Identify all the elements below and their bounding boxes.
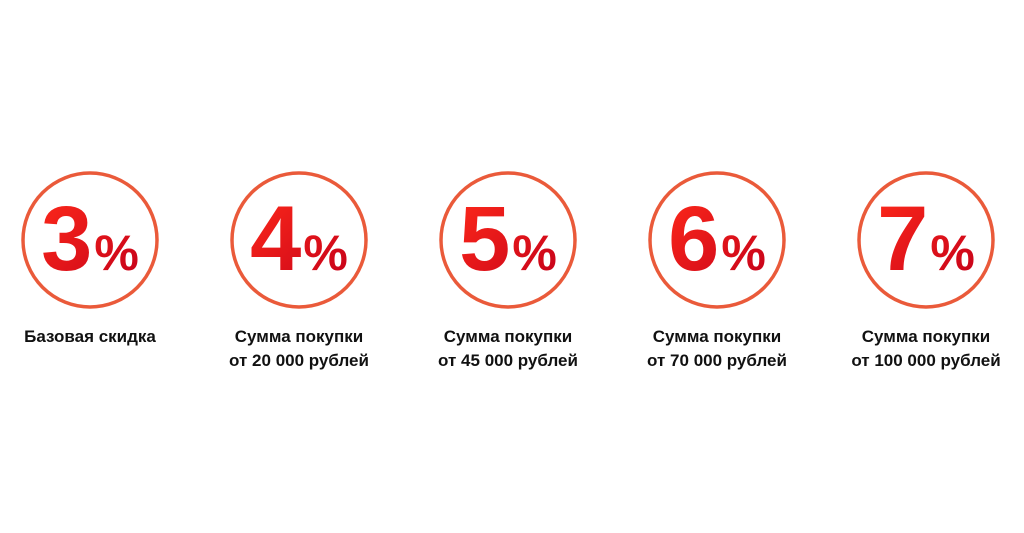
discount-number: 4 bbox=[250, 188, 301, 290]
discount-item: 7% Сумма покупки от 100 000 рублей bbox=[851, 171, 1001, 370]
badge-circle bbox=[21, 171, 159, 309]
discount-value: 5% bbox=[459, 188, 557, 290]
percent-sign: % bbox=[721, 225, 765, 281]
caption-line: Базовая скидка bbox=[24, 327, 156, 346]
percent-sign: % bbox=[94, 225, 138, 281]
caption-line: от 70 000 рублей bbox=[647, 351, 787, 370]
discount-value: 6% bbox=[668, 188, 766, 290]
caption-line: Сумма покупки bbox=[235, 327, 363, 346]
caption-line: Сумма покупки bbox=[653, 327, 781, 346]
caption-line: Сумма покупки bbox=[444, 327, 572, 346]
caption-line: от 20 000 рублей bbox=[229, 351, 369, 370]
badge-circle bbox=[439, 171, 577, 309]
percent-sign: % bbox=[512, 225, 556, 281]
discount-item: 3% Базовая скидка bbox=[21, 171, 159, 346]
discount-item: 6% Сумма покупки от 70 000 рублей bbox=[647, 171, 787, 370]
badge-circle bbox=[857, 171, 995, 309]
discount-number: 6 bbox=[668, 188, 719, 290]
percent-sign: % bbox=[303, 225, 347, 281]
caption-line: от 100 000 рублей bbox=[851, 351, 1000, 370]
discount-number: 7 bbox=[877, 188, 928, 290]
discount-value: 4% bbox=[250, 188, 348, 290]
discount-number: 3 bbox=[41, 188, 92, 290]
badge-circle bbox=[230, 171, 368, 309]
discount-item: 4% Сумма покупки от 20 000 рублей bbox=[229, 171, 369, 370]
discount-item: 5% Сумма покупки от 45 000 рублей bbox=[438, 171, 578, 370]
discount-value: 7% bbox=[877, 188, 975, 290]
discount-value: 3% bbox=[41, 188, 139, 290]
discount-number: 5 bbox=[459, 188, 510, 290]
caption-line: от 45 000 рублей bbox=[438, 351, 578, 370]
percent-sign: % bbox=[930, 225, 974, 281]
caption-line: Сумма покупки bbox=[862, 327, 990, 346]
badge-circle bbox=[648, 171, 786, 309]
